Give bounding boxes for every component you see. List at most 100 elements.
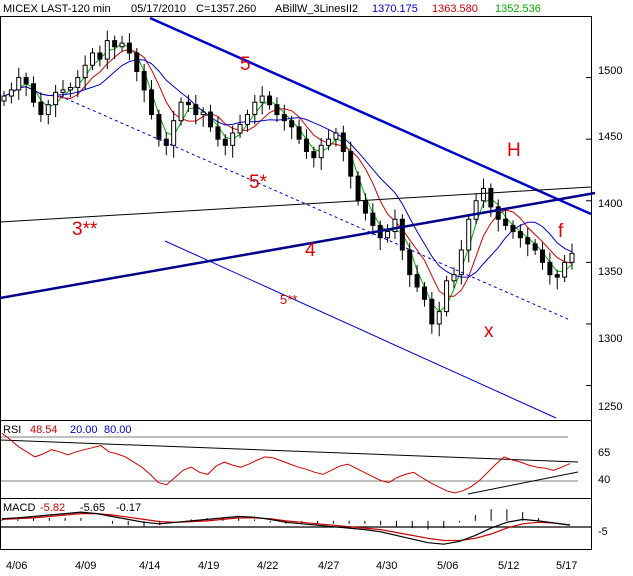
candle-body	[296, 126, 302, 140]
header: MICEX LAST-120 min 05/17/2010 C=1357.260…	[3, 3, 541, 15]
x-axis: 4/06 4/09 4/14 4/19 4/22 4/27 4/30 5/06 …	[6, 560, 577, 572]
macd-value: -5.82	[40, 502, 65, 514]
candle-body	[333, 132, 339, 140]
candle-body	[355, 175, 361, 202]
candle-body	[38, 101, 44, 116]
candle-body	[60, 89, 66, 93]
macd-signal-value: -5.65	[80, 502, 105, 514]
candle-body	[156, 114, 162, 140]
rsi-low: 20.00	[70, 424, 98, 436]
candle-body	[311, 150, 317, 159]
candle-body	[495, 206, 501, 220]
candle-body	[399, 218, 405, 251]
x-tick-label: 4/14	[139, 560, 160, 572]
candle-body	[348, 150, 354, 177]
candle-body	[414, 274, 420, 288]
rsi-tick-label: 40	[598, 474, 610, 486]
price-tick-label: 1300	[598, 333, 622, 345]
candle-body	[488, 187, 494, 208]
candle-body	[141, 70, 147, 91]
annotation-5-star: 5*	[249, 172, 268, 193]
candle-body	[222, 138, 228, 146]
candle-body	[45, 104, 51, 116]
macd-histogram	[1, 509, 571, 530]
x-tick-label: 5/17	[556, 560, 577, 572]
x-tick-label: 4/06	[6, 560, 27, 572]
rsi-title: RSI	[3, 424, 21, 436]
trendline-5	[149, 16, 592, 216]
candle-body	[547, 261, 553, 276]
annotation-5-doublestar: 5**	[280, 292, 297, 307]
candle-body	[97, 52, 103, 60]
candle-body	[259, 95, 265, 103]
header-line3: 1352.536	[495, 3, 541, 15]
trendline-3-doublestar	[0, 186, 592, 223]
macd-line	[1, 511, 571, 545]
candle-body	[215, 126, 221, 140]
candle-body	[1, 95, 7, 102]
rsi-panel: RSI 48.54 20.00 80.00 65 40	[0, 424, 610, 495]
candle-body	[429, 298, 435, 325]
x-tick-label: 4/30	[376, 560, 397, 572]
candle-body	[562, 261, 568, 278]
candle-body	[230, 132, 236, 146]
candle-body	[112, 40, 118, 48]
candle-body	[104, 40, 110, 60]
annotation-h: H	[507, 140, 521, 161]
candle-body	[326, 138, 332, 146]
candle-body	[436, 311, 442, 325]
candle-body	[119, 42, 125, 48]
ma-line-red	[3, 48, 573, 297]
candle-body	[75, 77, 81, 88]
price-tick-label: 1450	[598, 131, 622, 143]
candle-body	[178, 101, 184, 122]
candle-body	[31, 83, 37, 103]
annotation-4: 4	[305, 240, 316, 261]
candle-body	[392, 218, 398, 233]
ma-line-green	[3, 42, 573, 313]
rsi-high: 80.00	[104, 424, 132, 436]
candle-body	[466, 218, 472, 251]
candle-body	[503, 218, 509, 226]
header-line1: 1370.175	[372, 3, 418, 15]
candle-body	[8, 89, 14, 97]
candle-body	[237, 123, 243, 134]
candle-body	[208, 111, 214, 128]
x-tick-label: 4/19	[198, 560, 219, 572]
candle-body	[82, 64, 88, 79]
candle-body	[473, 200, 479, 220]
macd-panel: MACD -5.82 -5.65 -0.17 -5	[1, 502, 608, 545]
candle-body	[289, 120, 295, 128]
candle-body	[53, 91, 59, 106]
candle-body	[252, 101, 258, 116]
x-tick-label: 5/12	[498, 560, 519, 572]
candle-body	[90, 52, 96, 66]
candle-body	[16, 77, 22, 91]
frames	[0, 16, 592, 550]
candle-body	[274, 104, 280, 116]
rsi-value: 48.54	[30, 424, 58, 436]
x-tick-label: 5/06	[437, 560, 458, 572]
annotation-f: f	[558, 221, 564, 242]
ma-line-blue	[3, 59, 573, 278]
price-y-axis: 1500 1450 1400 1350 1300 1250	[598, 65, 622, 413]
candle-body	[444, 280, 450, 313]
candle-body	[244, 114, 250, 125]
candle-body	[126, 42, 132, 54]
trend-lines	[0, 16, 596, 419]
candle-body	[193, 104, 199, 116]
candle-body	[281, 114, 287, 122]
candle-body	[370, 212, 376, 226]
header-line2: 1363.580	[432, 3, 478, 15]
candle-body	[480, 187, 486, 202]
candle-body	[451, 274, 457, 282]
candle-body	[517, 231, 523, 239]
x-tick-label: 4/27	[318, 560, 339, 572]
rsi-trendline-upper	[0, 439, 579, 463]
trendline-4	[0, 191, 596, 300]
candle-body	[340, 132, 346, 152]
candle-body	[200, 111, 206, 116]
candle-body	[385, 231, 391, 239]
